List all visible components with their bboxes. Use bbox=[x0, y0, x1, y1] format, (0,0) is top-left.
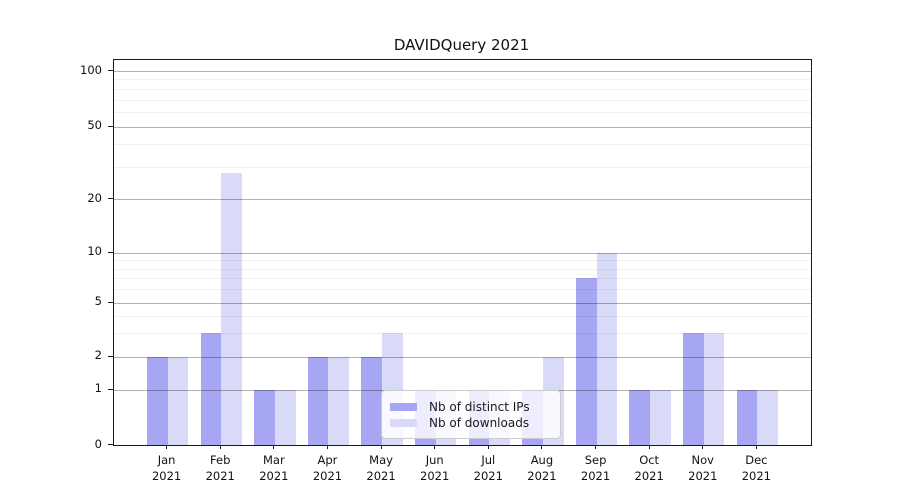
legend: Nb of distinct IPs Nb of downloads bbox=[381, 390, 561, 439]
x-tick-label-aug: Aug 2021 bbox=[527, 453, 557, 483]
x-tick-label-oct: Oct 2021 bbox=[634, 453, 664, 483]
bar-distinct-ips-sep bbox=[575, 278, 597, 445]
y-tick-mark bbox=[108, 125, 113, 127]
gridline bbox=[114, 315, 811, 317]
gridline bbox=[114, 332, 811, 334]
x-tick-mark bbox=[166, 445, 168, 449]
gridline bbox=[114, 252, 811, 254]
x-tick-mark bbox=[380, 445, 382, 449]
gridline bbox=[114, 278, 811, 280]
bar-distinct-ips-feb bbox=[200, 332, 222, 445]
legend-label: Nb of distinct IPs bbox=[429, 399, 530, 414]
plot-area: Nb of distinct IPs Nb of downloads bbox=[113, 59, 812, 446]
y-tick-label: 20 bbox=[87, 190, 102, 205]
x-tick-label-feb: Feb 2021 bbox=[205, 453, 235, 483]
x-tick-label-jan: Jan 2021 bbox=[151, 453, 182, 483]
x-tick-mark bbox=[487, 445, 489, 449]
legend-swatch-distinct-ips bbox=[390, 402, 417, 411]
gridline bbox=[114, 302, 811, 304]
x-tick-label-mar: Mar 2021 bbox=[259, 453, 289, 483]
bar-distinct-ips-oct bbox=[629, 389, 651, 445]
gridline bbox=[114, 268, 811, 270]
y-tick-mark bbox=[108, 444, 113, 445]
x-tick-label-sep: Sep 2021 bbox=[580, 453, 611, 483]
bar-distinct-ips-mar bbox=[254, 389, 275, 445]
bar-downloads-sep bbox=[596, 252, 618, 445]
gridline bbox=[114, 71, 811, 72]
bar-distinct-ips-jan bbox=[146, 357, 168, 445]
y-tick-mark bbox=[108, 388, 113, 390]
bar-downloads-apr bbox=[328, 357, 350, 445]
y-tick-mark bbox=[108, 301, 113, 303]
gridline bbox=[114, 260, 811, 262]
x-tick-label-dec: Dec 2021 bbox=[741, 453, 772, 483]
x-tick-mark bbox=[541, 445, 543, 449]
bar-distinct-ips-may bbox=[361, 357, 383, 445]
bar-downloads-dec bbox=[757, 389, 779, 445]
bar-downloads-feb bbox=[221, 172, 242, 445]
gridline bbox=[114, 126, 811, 128]
bar-distinct-ips-apr bbox=[307, 357, 329, 445]
bar-distinct-ips-nov bbox=[683, 332, 704, 445]
gridline bbox=[114, 167, 811, 169]
y-tick-label: 0 bbox=[94, 436, 102, 451]
y-tick-mark bbox=[108, 198, 113, 200]
gridline bbox=[114, 79, 811, 81]
x-tick-mark bbox=[648, 445, 650, 449]
gridline bbox=[114, 112, 811, 114]
bar-distinct-ips-dec bbox=[736, 389, 758, 445]
y-tick-label: 10 bbox=[87, 244, 102, 258]
x-tick-mark bbox=[273, 445, 275, 449]
x-tick-mark bbox=[434, 445, 436, 449]
gridline bbox=[114, 144, 811, 146]
y-tick-label: 100 bbox=[80, 62, 102, 77]
y-tick-mark bbox=[108, 355, 113, 357]
gridline bbox=[114, 88, 811, 90]
x-tick-mark bbox=[702, 445, 704, 449]
y-tick-mark bbox=[108, 70, 113, 71]
y-tick-label: 2 bbox=[94, 348, 102, 363]
legend-label: Nb of downloads bbox=[429, 415, 530, 430]
x-tick-label-nov: Nov 2021 bbox=[688, 453, 718, 483]
x-tick-mark bbox=[755, 445, 757, 449]
bar-downloads-nov bbox=[703, 332, 725, 445]
gridline bbox=[114, 199, 811, 201]
legend-item-downloads: Nb of downloads bbox=[390, 415, 550, 430]
grid-layer bbox=[114, 60, 811, 445]
chart-title: DAVIDQuery 2021 bbox=[393, 36, 530, 54]
x-tick-mark bbox=[219, 445, 221, 449]
x-tick-mark bbox=[326, 445, 328, 449]
x-tick-label-jul: Jul 2021 bbox=[473, 453, 503, 483]
x-tick-label-may: May 2021 bbox=[366, 453, 396, 483]
y-tick-label: 5 bbox=[94, 294, 102, 308]
y-tick-mark bbox=[108, 251, 113, 253]
gridline bbox=[114, 356, 811, 358]
gridline bbox=[114, 289, 811, 291]
gridline bbox=[114, 99, 811, 101]
x-tick-label-apr: Apr 2021 bbox=[312, 453, 343, 483]
bar-downloads-oct bbox=[650, 389, 671, 445]
y-tick-label: 1 bbox=[94, 381, 102, 396]
legend-item-distinct-ips: Nb of distinct IPs bbox=[390, 399, 550, 414]
y-tick-label: 50 bbox=[87, 118, 102, 133]
x-tick-label-jun: Jun 2021 bbox=[420, 453, 450, 483]
x-tick-mark bbox=[595, 445, 597, 449]
legend-swatch-downloads bbox=[390, 418, 417, 427]
bar-downloads-mar bbox=[274, 389, 296, 445]
bar-downloads-jan bbox=[167, 357, 189, 445]
